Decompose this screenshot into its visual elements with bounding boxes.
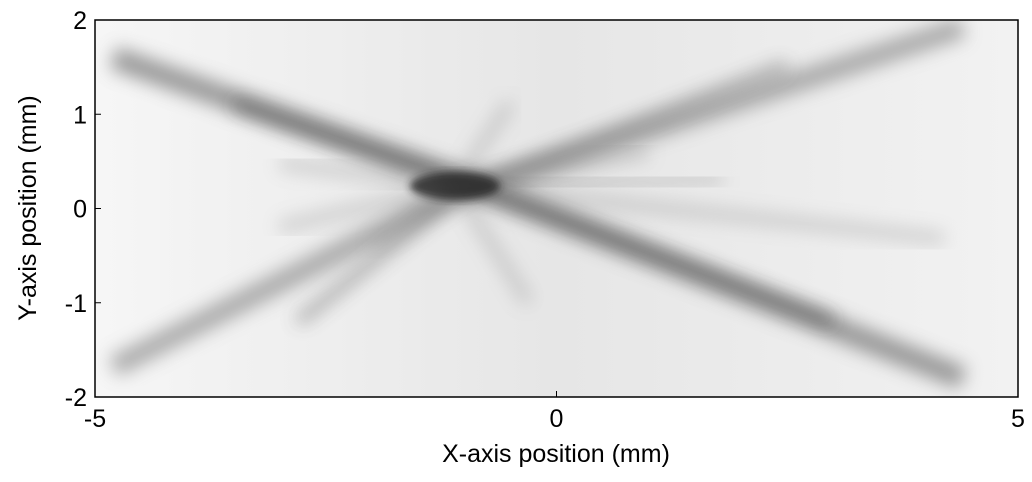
x-tick-label: 5	[1011, 405, 1025, 433]
y-tick-label: -2	[65, 384, 87, 412]
image	[95, 20, 1018, 397]
y-tick-label: 1	[73, 101, 87, 129]
x-tick-label: -5	[84, 405, 106, 433]
x-axis-label: X-axis position (mm)	[442, 440, 670, 468]
ray	[449, 99, 516, 190]
ray	[449, 182, 534, 306]
core	[409, 171, 500, 200]
y-tick-label: -1	[65, 290, 87, 318]
x-tick-label: 0	[550, 405, 564, 433]
ray	[454, 179, 945, 245]
y-tick-label: 0	[73, 196, 87, 224]
y-axis-label: Y-axis position (mm)	[14, 95, 42, 321]
y-tick-label: 2	[73, 7, 87, 35]
